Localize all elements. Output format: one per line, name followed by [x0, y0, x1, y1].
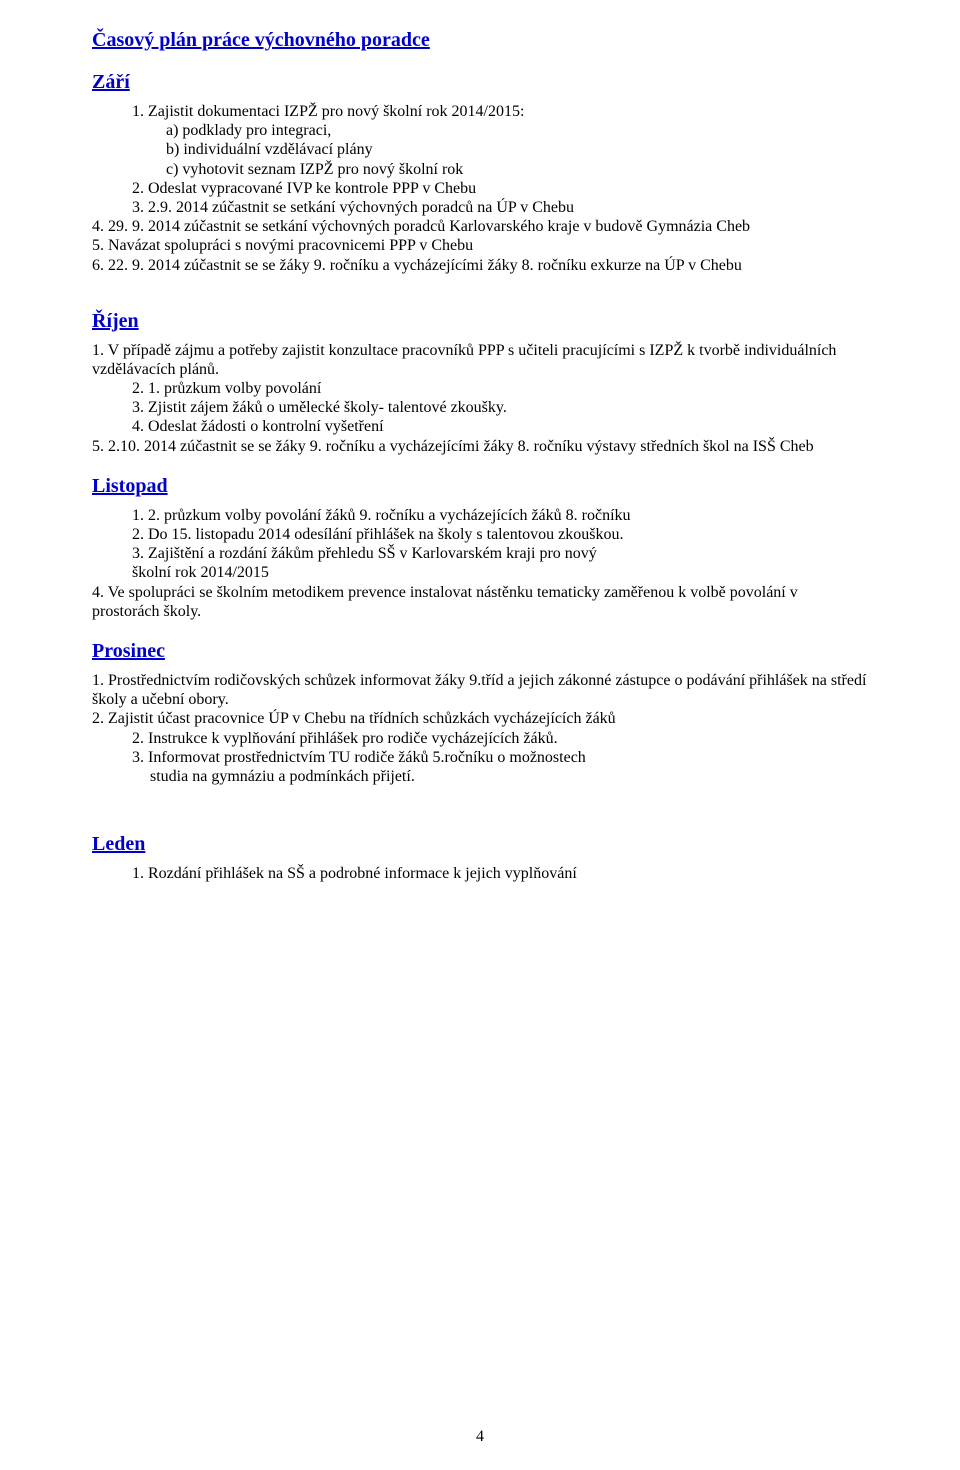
- listopad-block: 1. 2. průzkum volby povolání žáků 9. roč…: [92, 506, 868, 621]
- listopad-line: 4. Ve spolupráci se školním metodikem pr…: [92, 583, 868, 621]
- prosinec-line: 3. Informovat prostřednictvím TU rodiče …: [92, 748, 868, 767]
- zari-line: b) individuální vzdělávací plány: [92, 140, 868, 159]
- month-heading-leden: Leden: [92, 832, 868, 856]
- month-heading-rijen: Říjen: [92, 309, 868, 333]
- zari-line: 5. Navázat spolupráci s novými pracovnic…: [92, 236, 868, 255]
- prosinec-block: 1. Prostřednictvím rodičovských schůzek …: [92, 671, 868, 786]
- page-number: 4: [0, 1428, 960, 1446]
- listopad-line: 3. Zajištění a rozdání žákům přehledu SŠ…: [92, 544, 868, 563]
- zari-line: 3. 2.9. 2014 zúčastnit se setkání výchov…: [92, 198, 868, 217]
- rijen-line: 4. Odeslat žádosti o kontrolní vyšetření: [92, 417, 868, 436]
- rijen-line: 1. V případě zájmu a potřeby zajistit ko…: [92, 341, 868, 379]
- listopad-line: školní rok 2014/2015: [92, 563, 868, 582]
- rijen-block: 1. V případě zájmu a potřeby zajistit ko…: [92, 341, 868, 456]
- zari-line: 6. 22. 9. 2014 zúčastnit se se žáky 9. r…: [92, 256, 868, 275]
- listopad-line: 2. Do 15. listopadu 2014 odesílání přihl…: [92, 525, 868, 544]
- month-heading-listopad: Listopad: [92, 474, 868, 498]
- prosinec-line: 2. Instrukce k vyplňování přihlášek pro …: [92, 729, 868, 748]
- listopad-line: 1. 2. průzkum volby povolání žáků 9. roč…: [92, 506, 868, 525]
- zari-line: 1. Zajistit dokumentaci IZPŽ pro nový šk…: [92, 102, 868, 121]
- leden-block: 1. Rozdání přihlášek na SŠ a podrobné in…: [92, 864, 868, 883]
- zari-line: c) vyhotovit seznam IZPŽ pro nový školní…: [92, 160, 868, 179]
- zari-block: 1. Zajistit dokumentaci IZPŽ pro nový šk…: [92, 102, 868, 275]
- prosinec-line: studia na gymnáziu a podmínkách přijetí.: [92, 767, 868, 786]
- document-page: Časový plán práce výchovného poradce Zář…: [0, 0, 960, 1470]
- prosinec-line: 2. Zajistit účast pracovnice ÚP v Chebu …: [92, 709, 868, 728]
- zari-line: a) podklady pro integraci,: [92, 121, 868, 140]
- prosinec-line: 1. Prostřednictvím rodičovských schůzek …: [92, 671, 868, 709]
- zari-line: 4. 29. 9. 2014 zúčastnit se setkání vých…: [92, 217, 868, 236]
- leden-line: 1. Rozdání přihlášek na SŠ a podrobné in…: [92, 864, 868, 883]
- rijen-line: 2. 1. průzkum volby povolání: [92, 379, 868, 398]
- rijen-line: 5. 2.10. 2014 zúčastnit se se žáky 9. ro…: [92, 437, 868, 456]
- rijen-line: 3. Zjistit zájem žáků o umělecké školy- …: [92, 398, 868, 417]
- zari-line: 2. Odeslat vypracované IVP ke kontrole P…: [92, 179, 868, 198]
- month-heading-prosinec: Prosinec: [92, 639, 868, 663]
- page-title: Časový plán práce výchovného poradce: [92, 28, 868, 52]
- month-heading-zari: Září: [92, 70, 868, 94]
